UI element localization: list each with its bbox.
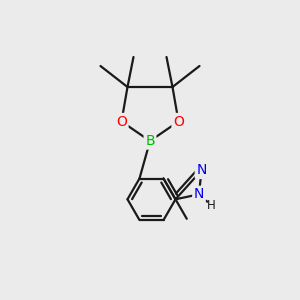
Text: O: O [116,115,127,128]
Text: N: N [196,164,207,177]
Text: H: H [207,199,216,212]
Text: O: O [173,115,184,128]
Text: N: N [194,187,204,201]
Text: B: B [145,134,155,148]
